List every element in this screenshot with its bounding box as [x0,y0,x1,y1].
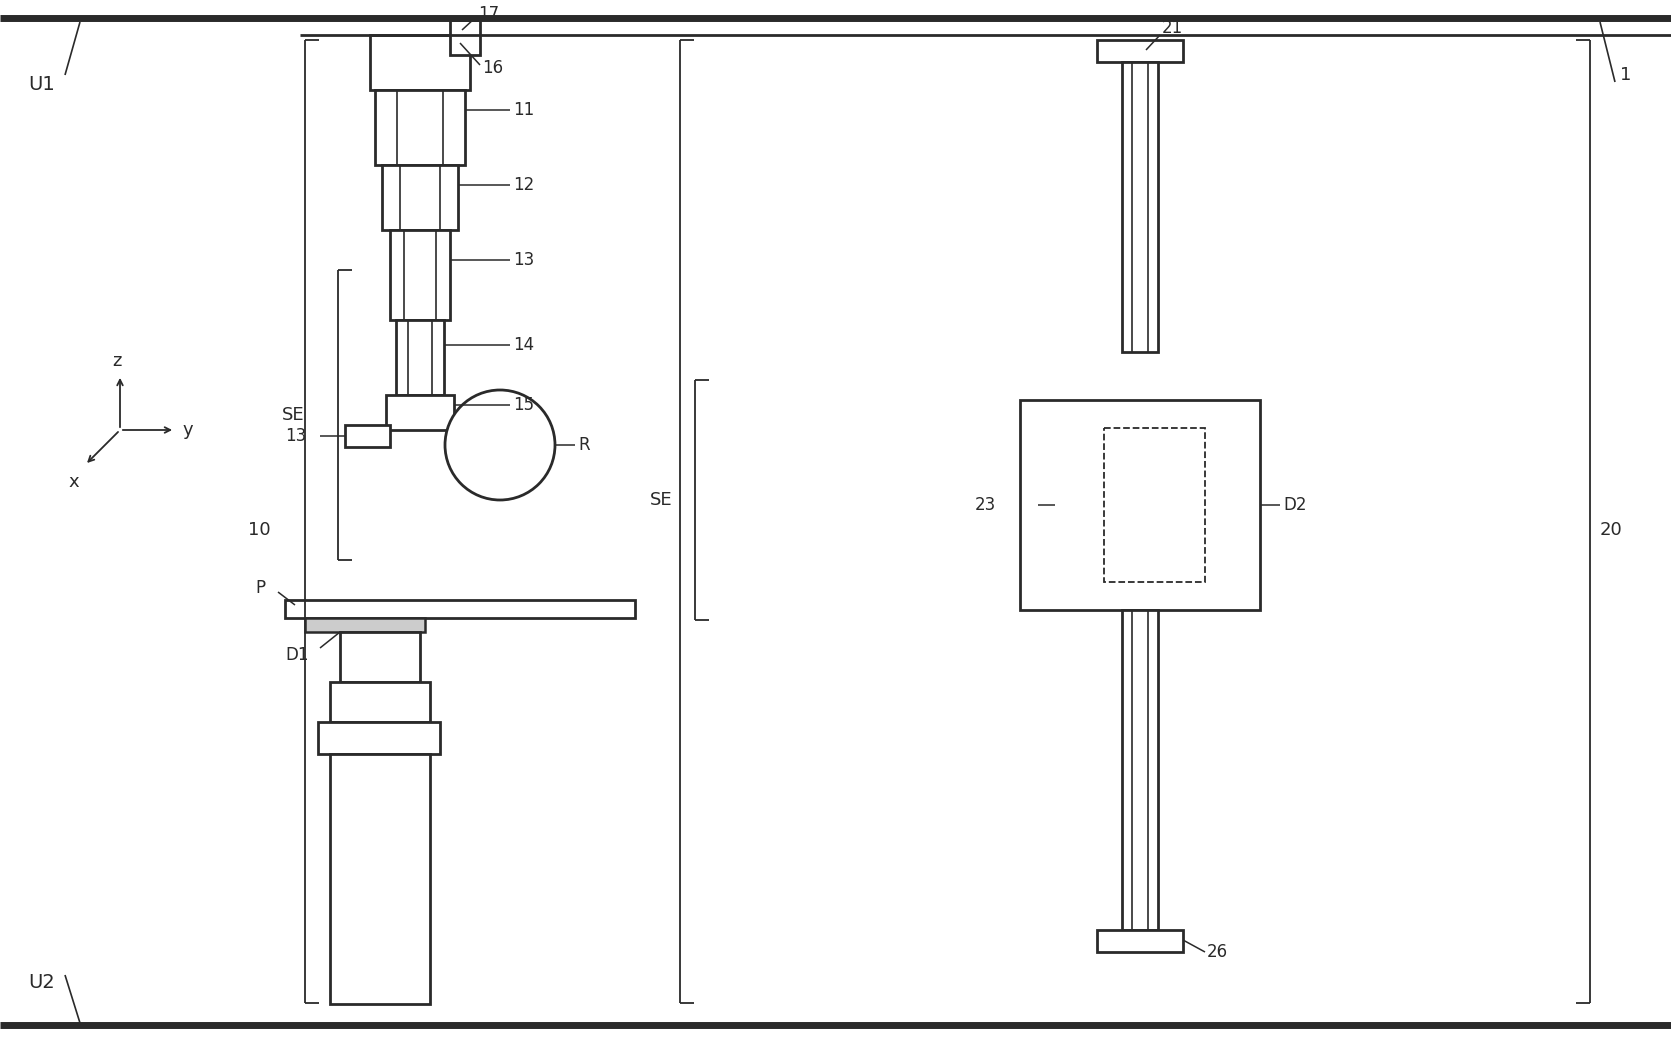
Text: 13: 13 [286,427,306,445]
Circle shape [444,390,555,500]
Bar [306,618,424,632]
Bar [374,90,465,165]
Bar [383,165,458,231]
Bar [344,425,389,447]
Bar [396,320,444,395]
Bar [1096,40,1183,62]
Text: 1: 1 [1619,66,1631,84]
Text: 13: 13 [513,251,535,269]
Bar [329,754,429,1004]
Bar [369,35,470,90]
Bar [339,632,419,682]
Bar [286,600,635,618]
Text: 10: 10 [247,522,271,539]
Text: y: y [184,421,194,439]
Text: 15: 15 [513,396,535,414]
Text: x: x [69,472,79,491]
Bar [1121,62,1158,351]
Text: U1: U1 [28,75,55,95]
Text: 26: 26 [1206,943,1228,961]
Text: D1: D1 [286,646,309,664]
Text: 11: 11 [513,101,535,119]
Text: 23: 23 [974,496,996,514]
Text: U2: U2 [28,973,55,993]
Bar [386,395,455,430]
Text: 17: 17 [478,5,500,23]
Text: SE: SE [650,491,673,509]
Bar [389,231,449,320]
Bar [329,682,429,722]
Text: z: z [112,351,122,370]
Text: 16: 16 [481,59,503,77]
Bar [1019,401,1260,610]
Text: P: P [256,579,266,597]
Text: 21: 21 [1161,19,1183,37]
Text: 20: 20 [1601,522,1623,539]
Text: 12: 12 [513,176,535,194]
Text: 14: 14 [513,336,535,354]
Text: SE: SE [282,406,304,425]
Text: D2: D2 [1283,496,1307,514]
Bar [449,20,480,55]
Text: R: R [578,436,590,454]
Bar [1121,610,1158,930]
Bar [317,722,439,754]
Bar [1105,428,1205,582]
Bar [1096,930,1183,952]
